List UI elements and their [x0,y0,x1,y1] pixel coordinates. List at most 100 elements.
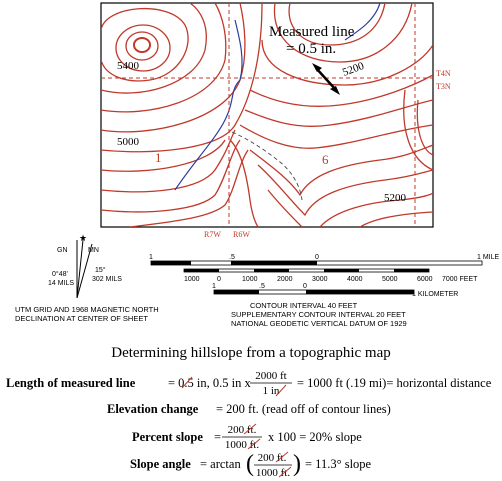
length-label: Length of measured line [6,376,136,390]
contour-line [101,7,189,82]
contour-line [249,144,433,197]
cancel-mark [275,451,289,463]
mils-right: 302 MILS [92,276,122,283]
true-north-line [76,239,84,299]
feet-tick-3000: 3000 [312,276,328,283]
declination-caption-2: DECLINATION AT CENTER OF SHEET [15,314,148,323]
elevation-label-5400: 5400 [117,60,140,72]
cancel-mark [181,376,193,389]
mile-tick-end: 1 MILE [477,254,500,261]
km-tick-half: .5 [259,283,265,290]
contour-ring [133,37,151,53]
calc-title: Determining hillslope from a topographic… [111,345,391,361]
contour-line [244,99,433,127]
supplementary-interval: SUPPLEMENTARY CONTOUR INTERVAL 20 FEET [231,310,406,319]
percent-result: x 100 = 20% slope [268,430,362,444]
contour-line [359,211,433,227]
percent-numerator: 200 ft. [228,424,257,436]
angle-left: 0°48' [52,270,68,278]
contour-line [261,39,433,86]
mils-left: 14 MILS [48,280,74,287]
mn-label: MN [88,247,99,254]
cancel-mark [247,438,261,450]
stream [174,79,241,191]
measured-line [315,67,337,91]
feet-tick-1000: 1000 [184,276,200,283]
stream [344,3,381,41]
angle-denominator: 1000 ft. [256,467,290,479]
contour-line [416,99,433,156]
section-number-1: 1 [155,150,162,165]
contour-line [101,3,227,113]
section-number-6: 6 [322,152,329,167]
km-tick-1: 1 [212,283,216,290]
contour-line [267,189,303,227]
contour-ring [115,24,171,72]
topo-map: 5400 5000 5200 5200 Measured line = 0.5 … [100,2,451,239]
declination-caption-1: UTM GRID AND 1968 MAGNETIC NORTH [15,305,159,314]
angle-label: Slope angle [130,457,191,471]
feet-tick-2000: 2000 [277,276,293,283]
township-t4n: T4N [436,69,451,78]
measured-line-label: Measured line [269,24,355,40]
percent-denominator: 1000 ft. [225,439,259,451]
contour-interval: CONTOUR INTERVAL 40 FEET [250,301,358,310]
percent-label: Percent slope [132,430,203,444]
mile-tick-half: .5 [229,254,235,261]
mile-tick-0: 0 [315,254,319,261]
contour-line [257,164,433,217]
svg-text:=: = [214,430,221,444]
contour-line [249,74,433,107]
feet-tick-5000: 5000 [382,276,398,283]
star-icon: ★ [79,233,87,243]
contour-line [273,3,413,63]
feet-tick-4000: 4000 [347,276,363,283]
contour-line [229,139,259,227]
svg-text:(: ( [246,451,254,477]
svg-text:): ) [293,451,301,477]
cancel-mark [243,423,257,435]
cancel-mark [275,384,287,397]
mile-tick-1: 1 [149,254,153,261]
elevation-label-5200: 5200 [384,192,407,204]
declination-diagram: ★ GN MN 0°48' 14 MILS 15° 302 MILS UTM G… [15,233,159,323]
gn-label: GN [57,247,68,254]
angle-equation: = arctan [200,457,241,471]
contour-line [403,89,433,171]
contour-ring [125,31,159,61]
contour-line [129,149,249,227]
angle-result: = 11.3° slope [305,457,372,471]
feet-tick-1000b: 1000 [242,276,258,283]
measured-line-value: = 0.5 in. [286,41,336,57]
angle-numerator: 200 ft. [258,452,287,464]
feet-scale-bar [183,268,430,273]
trail [231,131,303,201]
range-r6w: R6W [233,230,250,239]
contour-line [101,139,226,172]
contour-line [101,3,207,94]
cancel-mark [278,466,292,478]
feet-tick-0: 0 [217,276,221,283]
length-numerator: 2000 ft [255,370,286,382]
length-result: = 1000 ft (.19 mi)= horizontal distance [297,376,492,390]
contour-line [288,3,386,46]
feet-tick-6000: 6000 [417,276,433,283]
feet-tick-7000: 7000 FEET [442,276,478,283]
contour-line [101,139,241,213]
length-denominator: 1 in [263,385,280,397]
contour-line [319,192,433,227]
magnetic-north-line [76,243,93,299]
elevation-label: Elevation change [107,402,199,416]
contour-line [101,129,236,193]
calculations: Determining hillslope from a topographic… [6,345,492,479]
elevation-label-5000: 5000 [117,136,140,148]
stream [234,19,243,81]
length-equation: = 0.5 in, 0.5 in x [168,376,251,390]
range-r7w: R7W [204,230,221,239]
angle-right: 15° [95,266,106,274]
township-t3n: T3N [436,82,451,91]
measured-line-arrowhead [312,63,322,72]
km-tick-end: 1 KILOMETER [412,291,458,298]
scale-bars: 1 .5 0 1 MILE 1000 0 1000 2000 3000 4000… [149,254,500,328]
